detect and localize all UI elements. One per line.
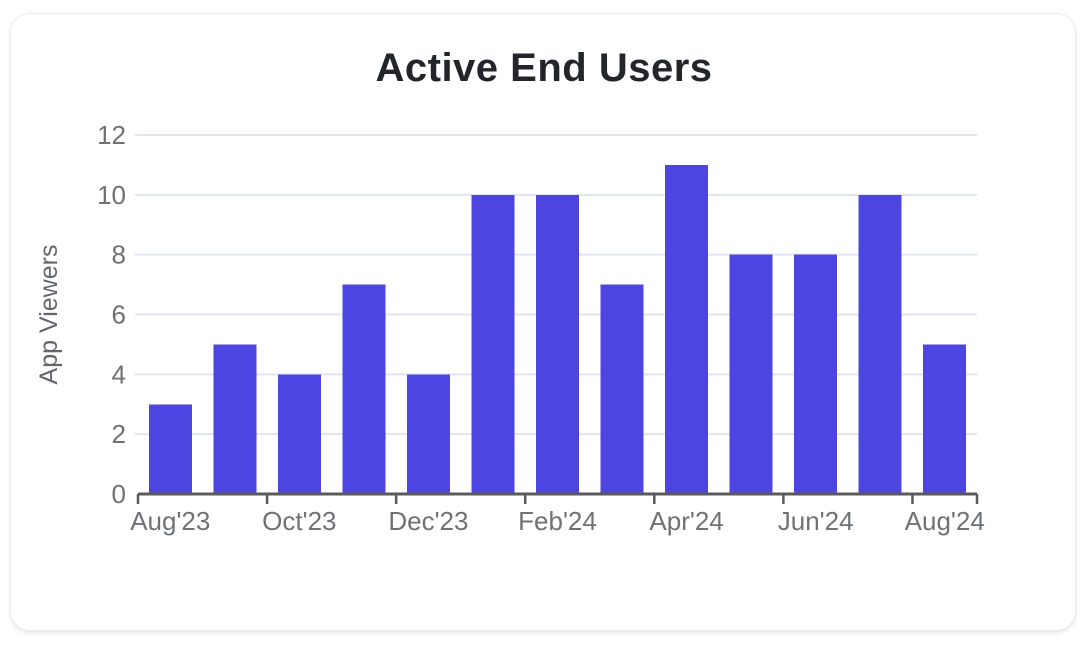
y-tick-label: 6	[112, 300, 126, 330]
y-tick-label: 10	[97, 180, 126, 210]
x-tick-label: Dec'23	[388, 506, 468, 536]
bar-May'24[interactable]	[729, 254, 773, 494]
bar-Apr'24[interactable]	[665, 164, 709, 494]
bar-Aug'24[interactable]	[923, 344, 967, 494]
y-tick-label: 0	[112, 479, 126, 509]
bar-Mar'24[interactable]	[600, 284, 644, 494]
x-tick-label: Feb'24	[518, 506, 597, 536]
x-tick-label: Oct'23	[262, 506, 336, 536]
y-tick-label: 8	[112, 240, 126, 270]
y-tick-label: 4	[112, 359, 126, 389]
y-axis-title: App Viewers	[35, 245, 63, 385]
y-tick-label: 2	[112, 419, 126, 449]
x-tick-label: Jun'24	[778, 506, 854, 536]
bar-Oct'23[interactable]	[277, 374, 321, 494]
bar-Jul'24[interactable]	[858, 194, 902, 495]
chart-title: Active End Users	[375, 46, 713, 90]
bar-Jan'24[interactable]	[471, 194, 515, 495]
bar-Sep'23[interactable]	[213, 344, 257, 494]
bar-Feb'24[interactable]	[536, 194, 579, 495]
x-tick-label: Aug'23	[130, 506, 210, 536]
bar-Jun'24[interactable]	[794, 254, 838, 494]
y-tick-label: 12	[97, 120, 126, 150]
bar-Dec'23[interactable]	[406, 374, 450, 494]
x-tick-label: Aug'24	[905, 506, 985, 536]
bar-Aug'23[interactable]	[148, 404, 192, 494]
bar-Nov'23[interactable]	[342, 284, 386, 494]
x-tick-label: Apr'24	[649, 506, 723, 536]
